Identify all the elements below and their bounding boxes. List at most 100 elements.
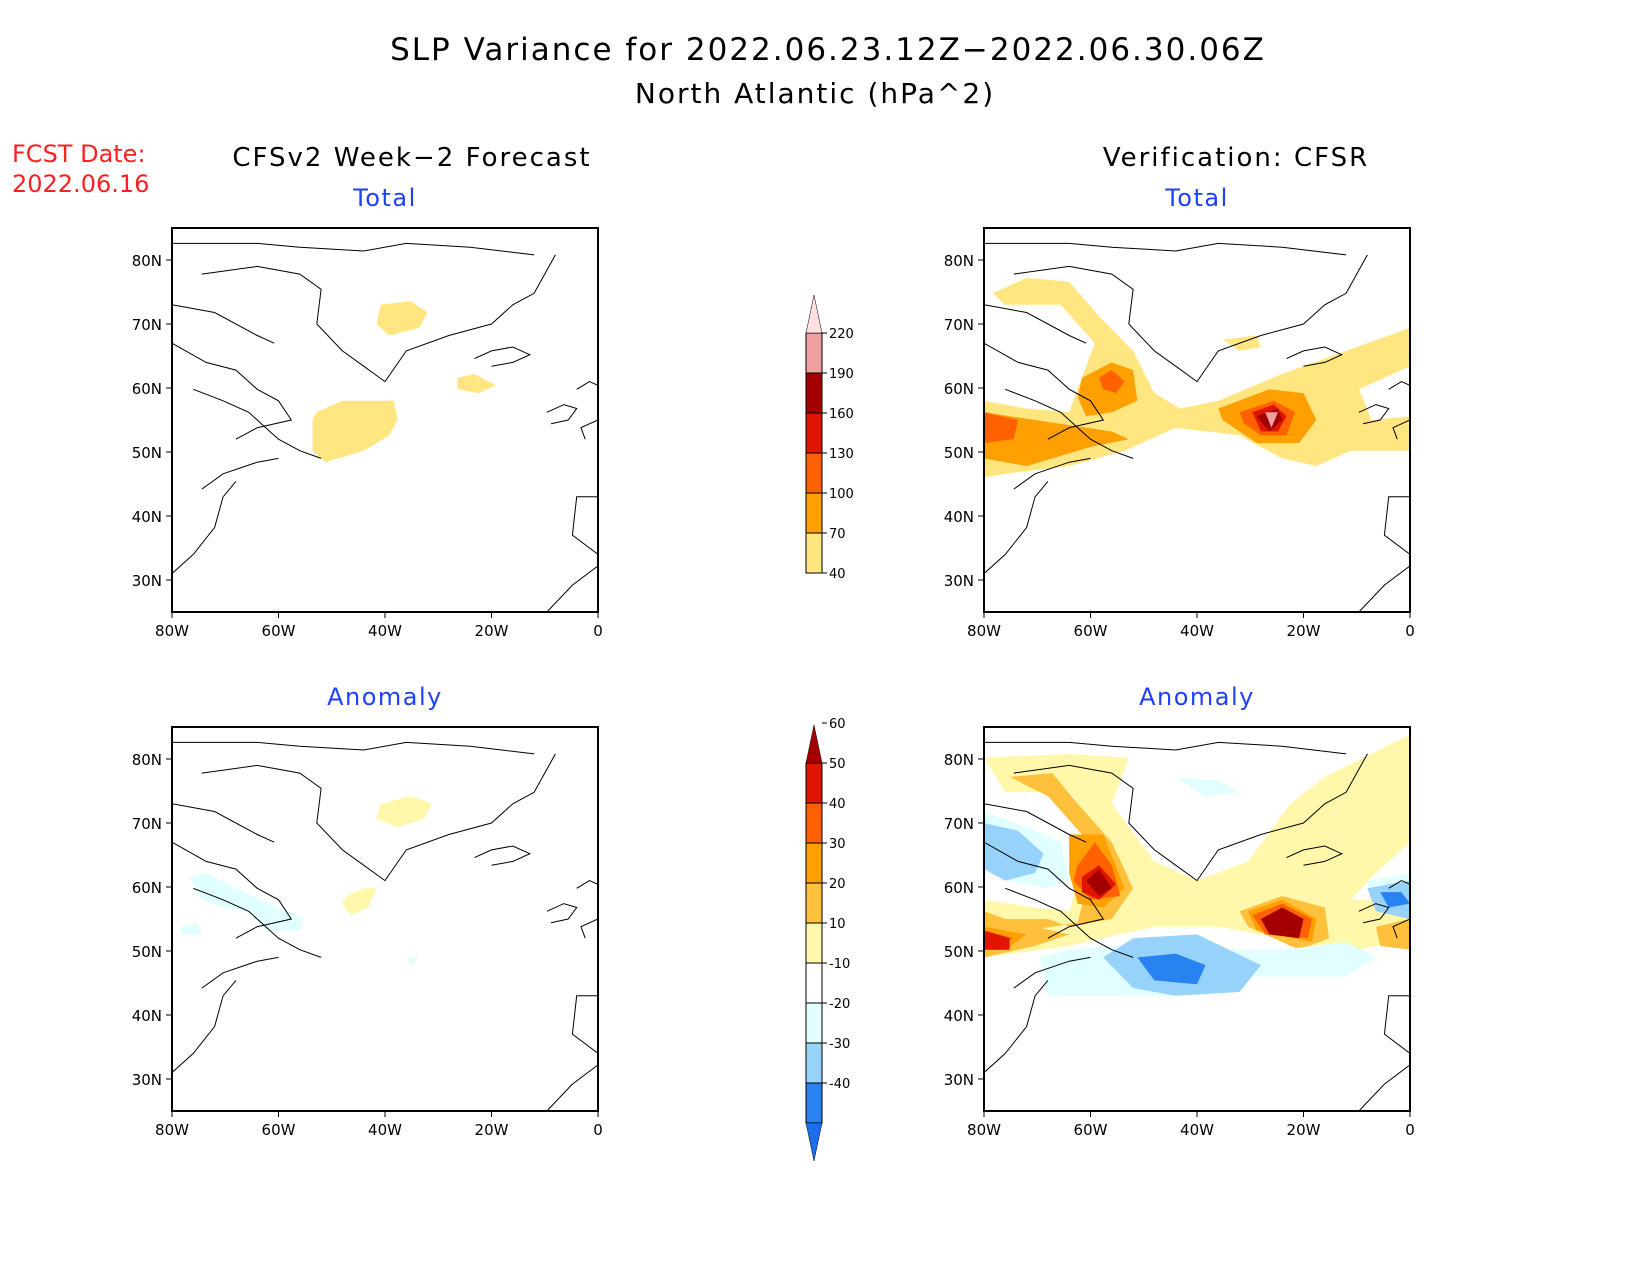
y-tick-label: 60N (944, 879, 974, 897)
map-panel-verification-total: Total 80W 60W 40W 20W 0 80N 70N 60N 50N 40N 30N (944, 184, 1415, 640)
contour-region (1260, 907, 1304, 939)
colorbar-swatch (805, 802, 823, 844)
coastline (576, 880, 598, 939)
contour-fills (984, 277, 1410, 478)
y-tick-label: 40N (944, 508, 974, 526)
coastline (201, 254, 556, 383)
colorbar-label: 100 (829, 487, 854, 502)
colorbar-swatch (805, 412, 823, 454)
y-tick-label: 80N (944, 252, 974, 270)
colorbar-upper-extend (805, 724, 823, 764)
coastline (201, 956, 279, 989)
contour-region (312, 400, 398, 463)
contour-region (1265, 412, 1278, 428)
contour-region (1175, 776, 1240, 797)
x-tick-label: 80W (967, 1121, 1001, 1139)
contour-region (1086, 869, 1112, 896)
coastline (984, 481, 1049, 574)
contour-region (457, 373, 496, 394)
coastline (172, 841, 293, 939)
panel-title: Total (352, 184, 417, 212)
colorbar-swatch (805, 1082, 823, 1124)
panel-title: Anomaly (1139, 683, 1255, 711)
colorbar-swatch (805, 532, 823, 574)
y-tick-label: 50N (944, 444, 974, 462)
coastline (1013, 457, 1091, 490)
contour-region (1099, 370, 1125, 394)
coastline (201, 753, 556, 882)
x-tick-label: 80W (967, 622, 1001, 640)
x-tick-label: 40W (1180, 622, 1214, 640)
colorbar-swatch (805, 842, 823, 884)
figure-subtitle: North Atlantic (hPa^2) (635, 77, 995, 110)
x-tick-label: 40W (368, 622, 402, 640)
coastlines (172, 741, 598, 1111)
colorbar-label: 130 (829, 447, 854, 462)
coastline (984, 841, 1105, 939)
contour-region (406, 957, 420, 966)
coastline (1005, 388, 1134, 459)
x-tick-label: 60W (1074, 1121, 1108, 1139)
x-tick-label: 80W (155, 622, 189, 640)
coastline (193, 388, 322, 459)
x-tick-label: 20W (475, 1121, 509, 1139)
contour-region (984, 823, 1044, 881)
y-tick-label: 40N (132, 508, 162, 526)
contour-fills (312, 301, 496, 463)
y-tick-label: 30N (132, 572, 162, 590)
map-panel-forecast-anomaly: Anomaly 80W 60W 40W 20W 0 80N 70N 60N 50N 40N 30N (132, 683, 603, 1139)
forecast-column-title: CFSv2 Week−2 Forecast (232, 143, 591, 173)
contour-region (189, 872, 305, 931)
map-panel-verification-anomaly: Anomaly 80W 60W 40W 20W 0 80N 70N 60N 50N 40N 30N (944, 683, 1415, 1139)
contour-region (984, 412, 1019, 443)
y-tick-label: 70N (944, 316, 974, 334)
coastline (1013, 254, 1368, 383)
x-tick-label: 40W (1180, 1121, 1214, 1139)
coastline (984, 741, 1347, 755)
coastline (984, 242, 1347, 256)
x-tick-label: 80W (155, 1121, 189, 1139)
coastline (571, 496, 598, 555)
colorbar-swatch (805, 1002, 823, 1044)
y-tick-label: 60N (132, 879, 162, 897)
x-tick-label: 0 (1405, 622, 1415, 640)
coastline (984, 803, 1087, 843)
colorbar-label: -10 (829, 957, 850, 972)
colorbar-label: -20 (829, 997, 850, 1012)
total-colorbar: 40 70 100 130 160 190 220 (805, 294, 854, 582)
colorbar-swatch (805, 922, 823, 964)
y-tick-label: 40N (132, 1007, 162, 1025)
coastline (474, 346, 532, 367)
colorbar-swatch (805, 1042, 823, 1084)
coastline (1383, 995, 1410, 1054)
colorbar-swatch (805, 452, 823, 494)
y-tick-label: 80N (132, 751, 162, 769)
contour-region (180, 922, 202, 935)
coastline (172, 741, 535, 755)
x-tick-label: 60W (262, 622, 296, 640)
coastline (172, 342, 293, 440)
contour-region (1380, 892, 1410, 908)
colorbar-swatch (805, 492, 823, 534)
colorbar-label: 190 (829, 367, 854, 382)
colorbar-label: 20 (829, 877, 846, 892)
panel-title: Anomaly (327, 683, 443, 711)
coastline (1005, 887, 1134, 958)
coastline (984, 342, 1105, 440)
map-panel-forecast-total: Total 80W 60W 40W 20W 0 80N 70N 60N 50N 40N 30N (132, 184, 603, 640)
contour-fills (180, 796, 432, 966)
contour-region (376, 301, 428, 336)
colorbar-upper-extend (805, 294, 823, 334)
x-tick-label: 0 (593, 1121, 603, 1139)
coastline (172, 481, 237, 574)
coastline (546, 565, 598, 612)
coastline (172, 242, 535, 256)
y-tick-label: 50N (944, 943, 974, 961)
fcst-date-value: 2022.06.16 (12, 170, 149, 198)
coastline (474, 845, 532, 866)
y-tick-label: 80N (944, 751, 974, 769)
anomaly-colorbar: -40 -30 -20 -10 10 20 30 40 50 60 (805, 717, 850, 1162)
coastlines (984, 741, 1410, 1111)
y-tick-label: 50N (132, 444, 162, 462)
contour-region (984, 412, 1129, 467)
